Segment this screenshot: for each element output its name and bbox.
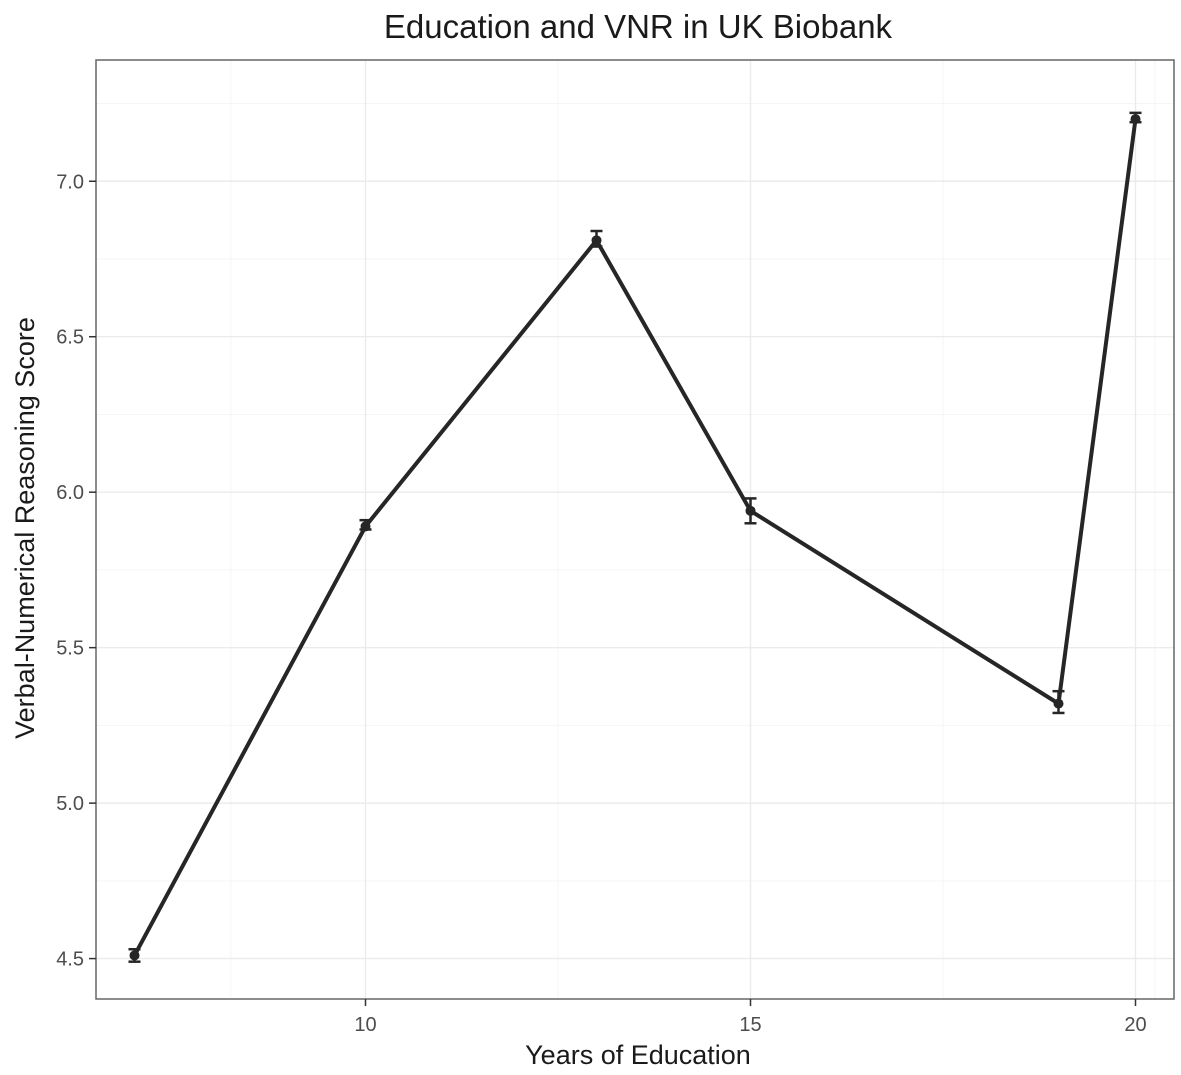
data-point: [360, 521, 371, 532]
x-tick-label: 10: [354, 1014, 376, 1036]
data-point: [1130, 114, 1141, 125]
x-tick-label: 20: [1124, 1014, 1146, 1036]
series-line: [132, 117, 1138, 958]
y-tick-label: 6.5: [56, 327, 84, 349]
data-point: [129, 950, 140, 961]
grid-layer: [96, 60, 1174, 999]
data-point: [1053, 698, 1064, 709]
x-axis-title: Years of Education: [525, 1040, 751, 1070]
y-tick-label: 7.0: [56, 171, 84, 193]
data-point: [745, 505, 756, 516]
x-tick-label: 15: [739, 1014, 761, 1036]
axis-ticks: 10 15 20 4.5 5.0 5.5 6.0 6.5 7.0: [56, 171, 1146, 1036]
y-tick-label: 6.0: [56, 482, 84, 504]
data-point: [591, 235, 602, 246]
plot-panel-border: [95, 59, 1175, 1000]
y-tick-label: 4.5: [56, 949, 84, 971]
data-series: [128, 111, 1142, 963]
chart-title: Education and VNR in UK Biobank: [384, 8, 893, 45]
y-axis-title: Verbal-Numerical Reasoning Score: [10, 317, 40, 739]
y-tick-label: 5.5: [56, 638, 84, 660]
y-tick-label: 5.0: [56, 793, 84, 815]
